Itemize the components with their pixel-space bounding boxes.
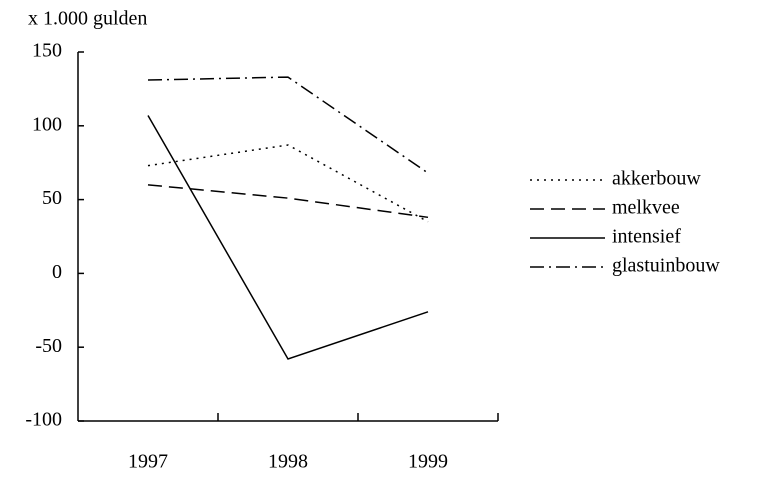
y-tick-label: 100 <box>32 113 62 135</box>
x-tick-label: 1998 <box>268 451 308 473</box>
y-axis-label: x 1.000 gulden <box>28 8 147 30</box>
y-tick-label: 150 <box>32 40 62 62</box>
y-tick-label: -100 <box>25 409 62 431</box>
series-line <box>147 115 429 360</box>
series-line <box>147 76 429 174</box>
legend-label: melkvee <box>612 197 680 219</box>
series-line <box>147 144 429 223</box>
x-tick-label: 1999 <box>408 451 448 473</box>
legend-label: intensief <box>612 226 681 248</box>
y-tick-label: 50 <box>42 187 62 209</box>
y-tick-label: 0 <box>52 261 62 283</box>
legend-label: akkerbouw <box>612 168 701 190</box>
series-line <box>147 184 429 219</box>
legend-label: glastuinbouw <box>612 255 720 277</box>
y-tick-label: -50 <box>35 335 62 357</box>
x-tick-label: 1997 <box>128 451 168 473</box>
